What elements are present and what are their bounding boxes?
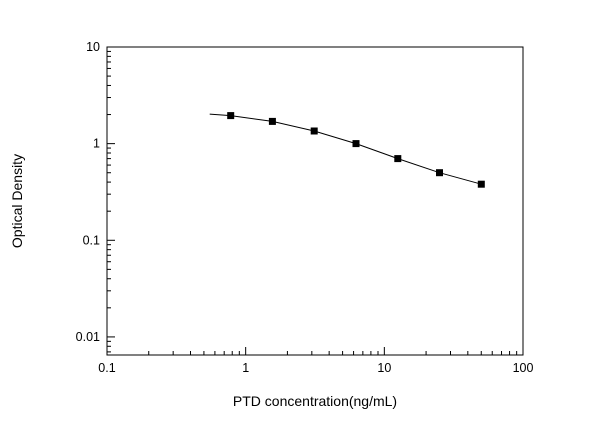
data-points [227,112,485,188]
y-axis-title: Optical Density [9,154,25,248]
data-point-marker [477,180,485,188]
x-tick-label: 0.1 [98,361,115,375]
data-point-marker [310,127,318,135]
data-point-marker [394,155,402,163]
x-tick-label: 100 [513,361,534,375]
data-point-marker [352,140,360,148]
y-tick-label: 0.1 [83,233,100,247]
y-tick-label: 0.01 [76,330,100,344]
y-tick-label: 10 [86,40,100,54]
data-point-marker [436,169,443,177]
standard-curve-line [209,113,482,185]
data-point-marker [227,112,235,120]
axis-ticks [106,46,524,355]
x-tick-label: 1 [242,361,249,375]
x-tick-label: 10 [377,361,391,375]
plot-frame [106,46,524,356]
y-tick-label: 1 [93,137,100,151]
data-point-marker [268,117,276,125]
x-axis-title: PTD concentration(ng/mL) [233,393,397,409]
axis-tick-labels: 0.1 1 10 100 10 1 0.1 0.01 [76,40,534,375]
